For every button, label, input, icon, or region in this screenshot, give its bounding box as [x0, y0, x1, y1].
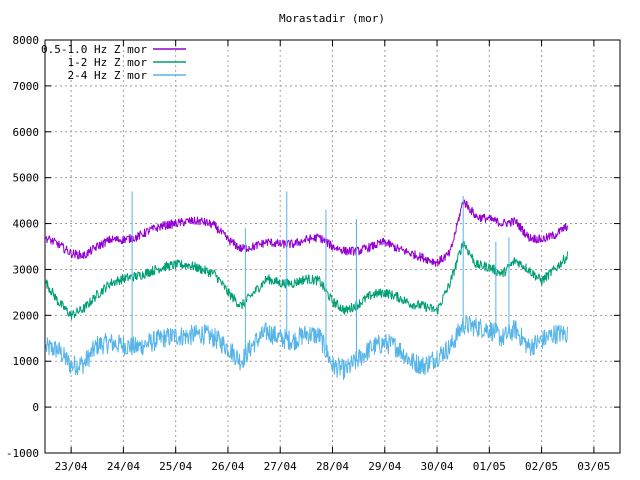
x-tick-label: 25/04	[159, 460, 192, 473]
x-tick-label: 24/04	[107, 460, 140, 473]
x-tick-label: 27/04	[264, 460, 297, 473]
x-tick-label: 23/04	[55, 460, 88, 473]
series-line-0	[45, 199, 568, 267]
y-tick-label: 3000	[13, 263, 40, 276]
legend-label: 0.5-1.0 Hz Z mor	[41, 43, 147, 56]
legend-label: 2-4 Hz Z mor	[68, 69, 148, 82]
x-tick-label: 28/04	[316, 460, 349, 473]
y-tick-label: 8000	[13, 34, 40, 47]
y-tick-label: 6000	[13, 126, 40, 139]
x-tick-label: 03/05	[577, 460, 610, 473]
y-tick-label: 4000	[13, 218, 40, 231]
x-tick-label: 29/04	[368, 460, 401, 473]
y-tick-label: 7000	[13, 80, 40, 93]
legend-label: 1-2 Hz Z mor	[68, 56, 148, 69]
y-tick-label: 2000	[13, 309, 40, 322]
y-tick-label: 5000	[13, 172, 40, 185]
series-line-2	[45, 315, 568, 381]
series-layer	[45, 191, 568, 381]
y-tick-label: -1000	[6, 447, 39, 460]
y-tick-label: 1000	[13, 355, 40, 368]
series-line-1	[45, 241, 568, 320]
x-tick-label: 02/05	[525, 460, 558, 473]
x-tick-label: 26/04	[211, 460, 244, 473]
y-tick-label: 0	[32, 401, 39, 414]
axes: -1000 0 1000 2000 3000 4000 5000 6000 7000 8000 23…	[6, 34, 621, 473]
plot-border	[44, 39, 621, 454]
chart-title: Morastadir (mor)	[279, 12, 385, 25]
x-tick-label: 30/04	[420, 460, 453, 473]
x-tick-label: 01/05	[473, 460, 506, 473]
